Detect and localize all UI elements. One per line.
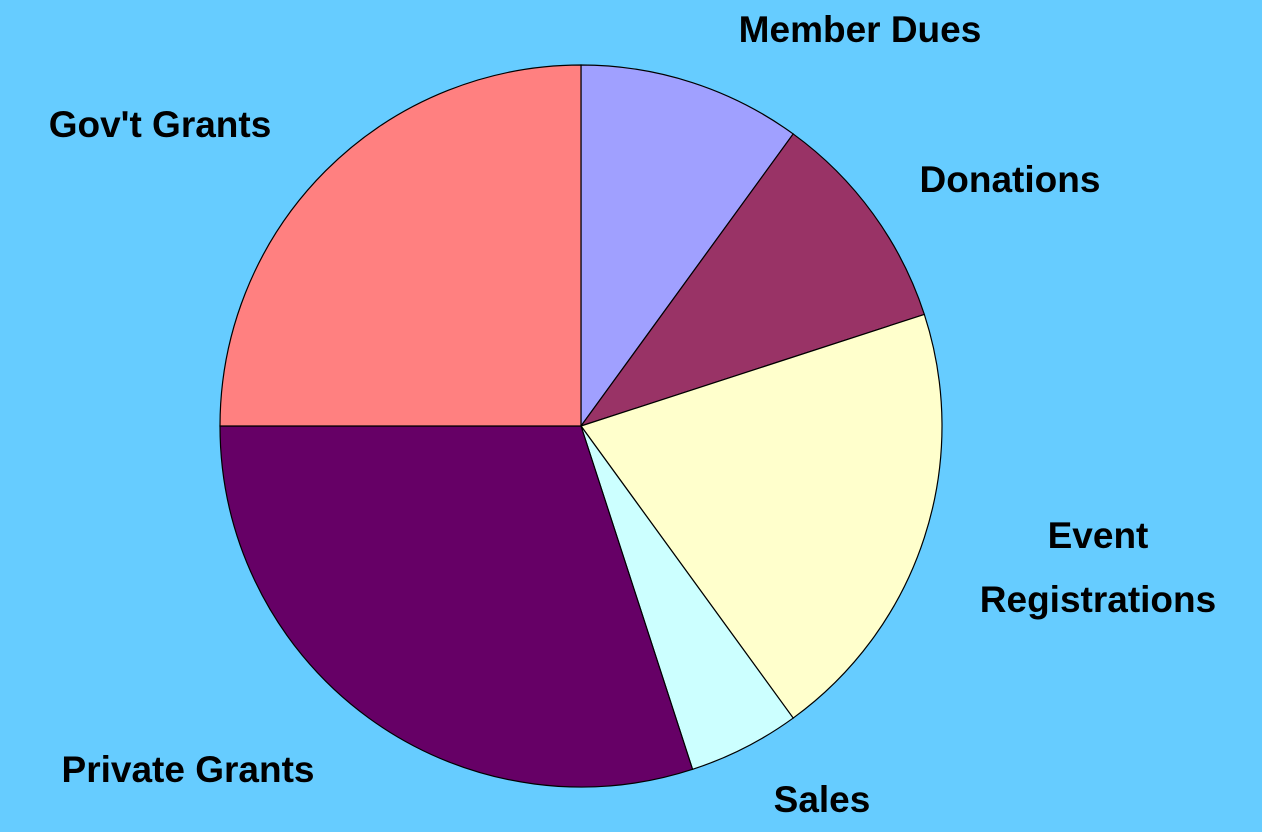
slice-label: Gov't Grants: [48, 104, 272, 145]
pie-slice: [219, 64, 582, 427]
slice-label: Event Registrations: [979, 515, 1217, 620]
pie-slice: [580, 64, 795, 428]
pie-slice: [579, 133, 926, 428]
slice-label: Member Dues: [738, 9, 982, 50]
slice-label: Private Grants: [61, 749, 315, 790]
pie-slice: [580, 313, 943, 719]
pie-slice: [219, 425, 694, 788]
slice-label: Sales: [773, 779, 871, 820]
slice-label: Donations: [919, 159, 1101, 200]
